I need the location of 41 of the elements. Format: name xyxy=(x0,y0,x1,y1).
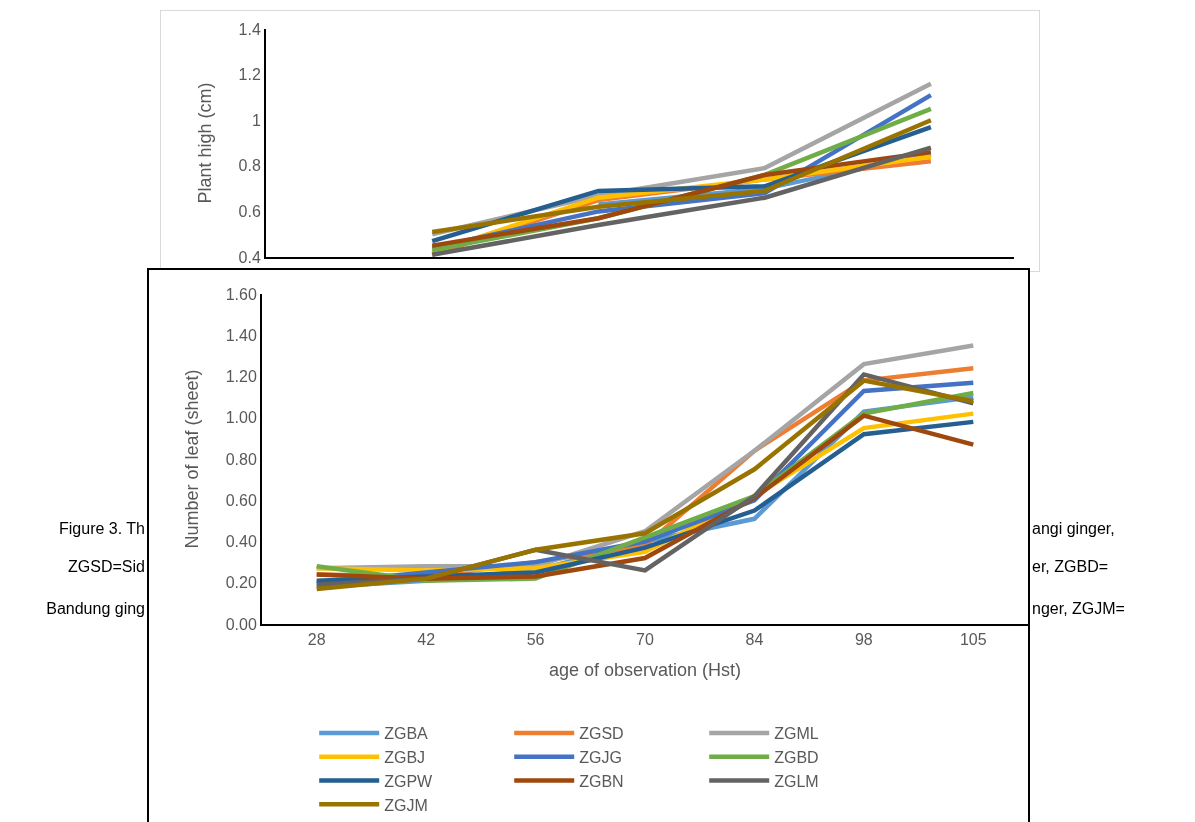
legend-label: ZGSD xyxy=(579,725,624,743)
x-tick-label: 105 xyxy=(959,631,987,649)
x-tick-label: 56 xyxy=(526,631,545,649)
y-tick-label: 0.4 xyxy=(238,248,261,266)
x-axis-title: age of observation (Hst) xyxy=(548,659,742,680)
y-tick-label: 0.80 xyxy=(225,450,257,468)
y-tick-label: 0.40 xyxy=(225,533,257,551)
text: Bandung ging xyxy=(46,600,145,618)
y-tick-label: 1.2 xyxy=(238,66,261,84)
y-tick-label: 1.40 xyxy=(225,326,257,344)
y-axis-title: Number of leaf (sheet) xyxy=(182,369,203,549)
legend-label: ZGBN xyxy=(579,772,624,790)
x-tick-label: 42 xyxy=(417,631,436,649)
y-tick-label: 0.8 xyxy=(238,157,261,175)
y-tick-label: 1.60 xyxy=(225,285,257,303)
legend-label: ZGML xyxy=(774,725,819,743)
text: nger, ZGJM= xyxy=(1032,600,1125,618)
text: ZGSD=Sid xyxy=(68,558,145,576)
legend-label: ZGPW xyxy=(384,772,434,790)
y-tick-label: 1 xyxy=(251,111,261,129)
y-tick-label: 0.60 xyxy=(225,491,257,509)
y-tick-label: 0.6 xyxy=(238,203,261,220)
legend-label: ZGBA xyxy=(384,725,429,743)
y-tick-label: 1.4 xyxy=(238,20,261,38)
x-tick-label: 70 xyxy=(636,631,654,649)
y-tick-label: 0.00 xyxy=(225,615,257,633)
x-tick-label: 98 xyxy=(854,631,873,649)
x-tick-label: 84 xyxy=(745,631,764,649)
legend-label: ZGLM xyxy=(774,772,819,790)
y-tick-label: 0.20 xyxy=(225,574,257,592)
legend-label: ZGBD xyxy=(774,748,819,766)
text: angi ginger, xyxy=(1032,520,1115,538)
x-tick-label: 28 xyxy=(307,631,326,649)
y-tick-label: 1.20 xyxy=(225,368,257,386)
y-tick-label: 1.00 xyxy=(225,409,257,427)
legend-label: ZGJG xyxy=(579,748,622,766)
caption: Figure 3. Th xyxy=(59,520,145,538)
y-axis-title: Plant high (cm) xyxy=(195,82,216,204)
legend-label: ZGJM xyxy=(384,796,428,814)
text: er, ZGBD= xyxy=(1032,558,1109,576)
legend-label: ZGBJ xyxy=(384,748,426,766)
